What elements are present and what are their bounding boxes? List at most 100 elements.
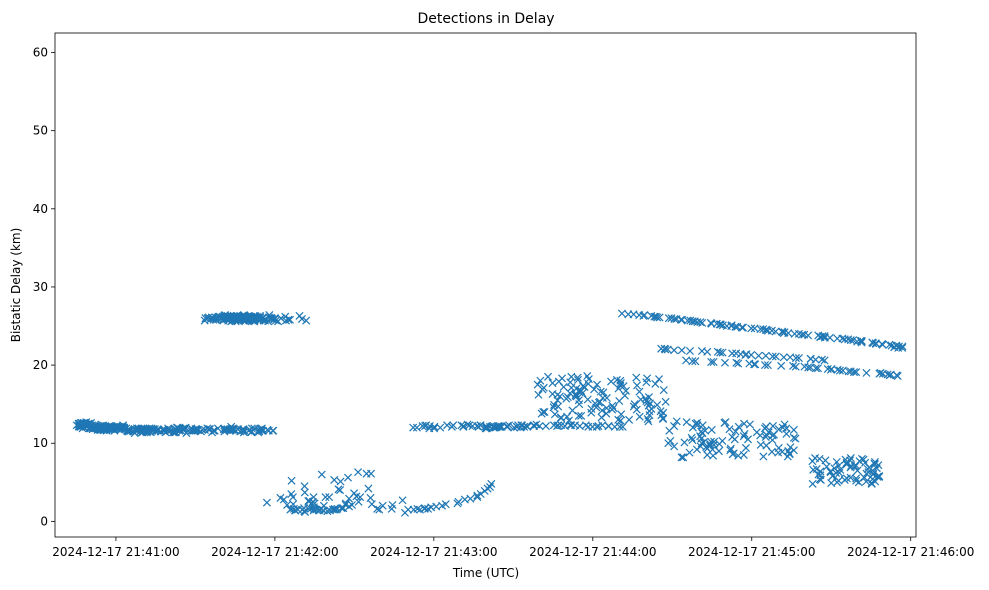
data-point bbox=[685, 347, 695, 356]
data-point bbox=[297, 314, 306, 324]
y-tick-label: 50 bbox=[33, 124, 48, 138]
data-point bbox=[791, 434, 800, 443]
data-point bbox=[696, 318, 705, 327]
data-point bbox=[493, 422, 502, 431]
data-point bbox=[791, 362, 800, 371]
data-point bbox=[898, 342, 907, 351]
data-point bbox=[608, 405, 617, 414]
data-point bbox=[783, 452, 792, 461]
data-point bbox=[734, 422, 743, 431]
data-point bbox=[676, 315, 686, 324]
data-point bbox=[867, 479, 876, 488]
data-point bbox=[789, 361, 798, 370]
data-point bbox=[633, 381, 642, 390]
data-point bbox=[583, 395, 592, 404]
data-point bbox=[885, 340, 894, 349]
data-point bbox=[744, 435, 753, 444]
data-point bbox=[148, 426, 157, 435]
data-point bbox=[564, 416, 573, 425]
data-point bbox=[164, 424, 173, 433]
data-point bbox=[398, 496, 407, 505]
data-point bbox=[873, 472, 882, 481]
data-point bbox=[653, 400, 662, 409]
data-point bbox=[655, 375, 664, 384]
data-point bbox=[441, 500, 450, 509]
data-point bbox=[661, 345, 670, 354]
data-point bbox=[587, 408, 596, 417]
data-point bbox=[738, 323, 748, 332]
data-point bbox=[741, 443, 750, 452]
chart-title: Detections in Delay bbox=[417, 11, 554, 27]
data-point bbox=[172, 423, 181, 432]
data-point bbox=[677, 346, 686, 355]
data-point bbox=[826, 365, 835, 374]
data-point bbox=[412, 423, 421, 432]
data-point bbox=[644, 417, 653, 426]
data-point bbox=[827, 479, 836, 488]
data-point bbox=[808, 457, 817, 466]
data-point bbox=[699, 438, 708, 447]
data-point bbox=[714, 447, 723, 456]
data-point bbox=[341, 500, 350, 509]
data-point bbox=[378, 501, 387, 510]
data-point bbox=[336, 486, 345, 495]
data-point bbox=[670, 346, 679, 355]
data-point bbox=[734, 451, 743, 460]
data-point bbox=[688, 436, 697, 445]
data-point bbox=[215, 312, 224, 321]
data-point bbox=[862, 477, 871, 486]
data-point bbox=[220, 314, 229, 323]
data-point bbox=[813, 364, 823, 373]
data-point bbox=[692, 445, 701, 454]
data-point bbox=[284, 315, 293, 324]
data-point bbox=[590, 385, 599, 394]
data-point bbox=[725, 425, 734, 434]
data-point bbox=[276, 314, 286, 323]
data-point bbox=[835, 468, 844, 477]
data-point bbox=[602, 409, 611, 418]
data-point bbox=[691, 357, 700, 366]
data-point bbox=[779, 329, 788, 338]
data-point bbox=[132, 425, 141, 434]
data-point bbox=[707, 357, 716, 366]
data-point bbox=[287, 476, 296, 485]
data-point bbox=[832, 457, 841, 467]
data-point bbox=[860, 473, 869, 482]
y-axis-label: Bistatic Delay (km) bbox=[9, 228, 23, 343]
data-point bbox=[862, 368, 871, 377]
data-point bbox=[696, 432, 705, 441]
data-point bbox=[147, 424, 156, 433]
data-point bbox=[553, 396, 562, 405]
data-point bbox=[777, 361, 786, 370]
data-point bbox=[598, 406, 607, 415]
data-point bbox=[635, 387, 644, 396]
data-point bbox=[687, 433, 696, 442]
x-tick-label: 2024-12-17 21:44:00 bbox=[529, 545, 656, 559]
data-point bbox=[709, 451, 718, 460]
data-point bbox=[661, 397, 670, 406]
data-point bbox=[347, 500, 357, 509]
data-point bbox=[822, 462, 831, 471]
data-point bbox=[209, 315, 218, 324]
data-point bbox=[816, 475, 825, 484]
data-point bbox=[534, 390, 543, 399]
data-point bbox=[223, 313, 232, 322]
data-point bbox=[853, 466, 862, 475]
data-point bbox=[269, 426, 278, 435]
data-point bbox=[388, 500, 397, 509]
data-point bbox=[230, 425, 239, 434]
data-point bbox=[857, 338, 866, 347]
data-point bbox=[672, 417, 681, 426]
data-point bbox=[193, 425, 202, 434]
data-point bbox=[238, 425, 247, 434]
data-point bbox=[731, 427, 740, 436]
data-point bbox=[625, 415, 634, 424]
data-point bbox=[741, 350, 750, 359]
data-point bbox=[774, 448, 783, 457]
data-point bbox=[543, 372, 553, 381]
data-point bbox=[703, 347, 712, 356]
data-point bbox=[871, 339, 881, 349]
data-point bbox=[768, 422, 777, 431]
data-point bbox=[80, 419, 89, 428]
